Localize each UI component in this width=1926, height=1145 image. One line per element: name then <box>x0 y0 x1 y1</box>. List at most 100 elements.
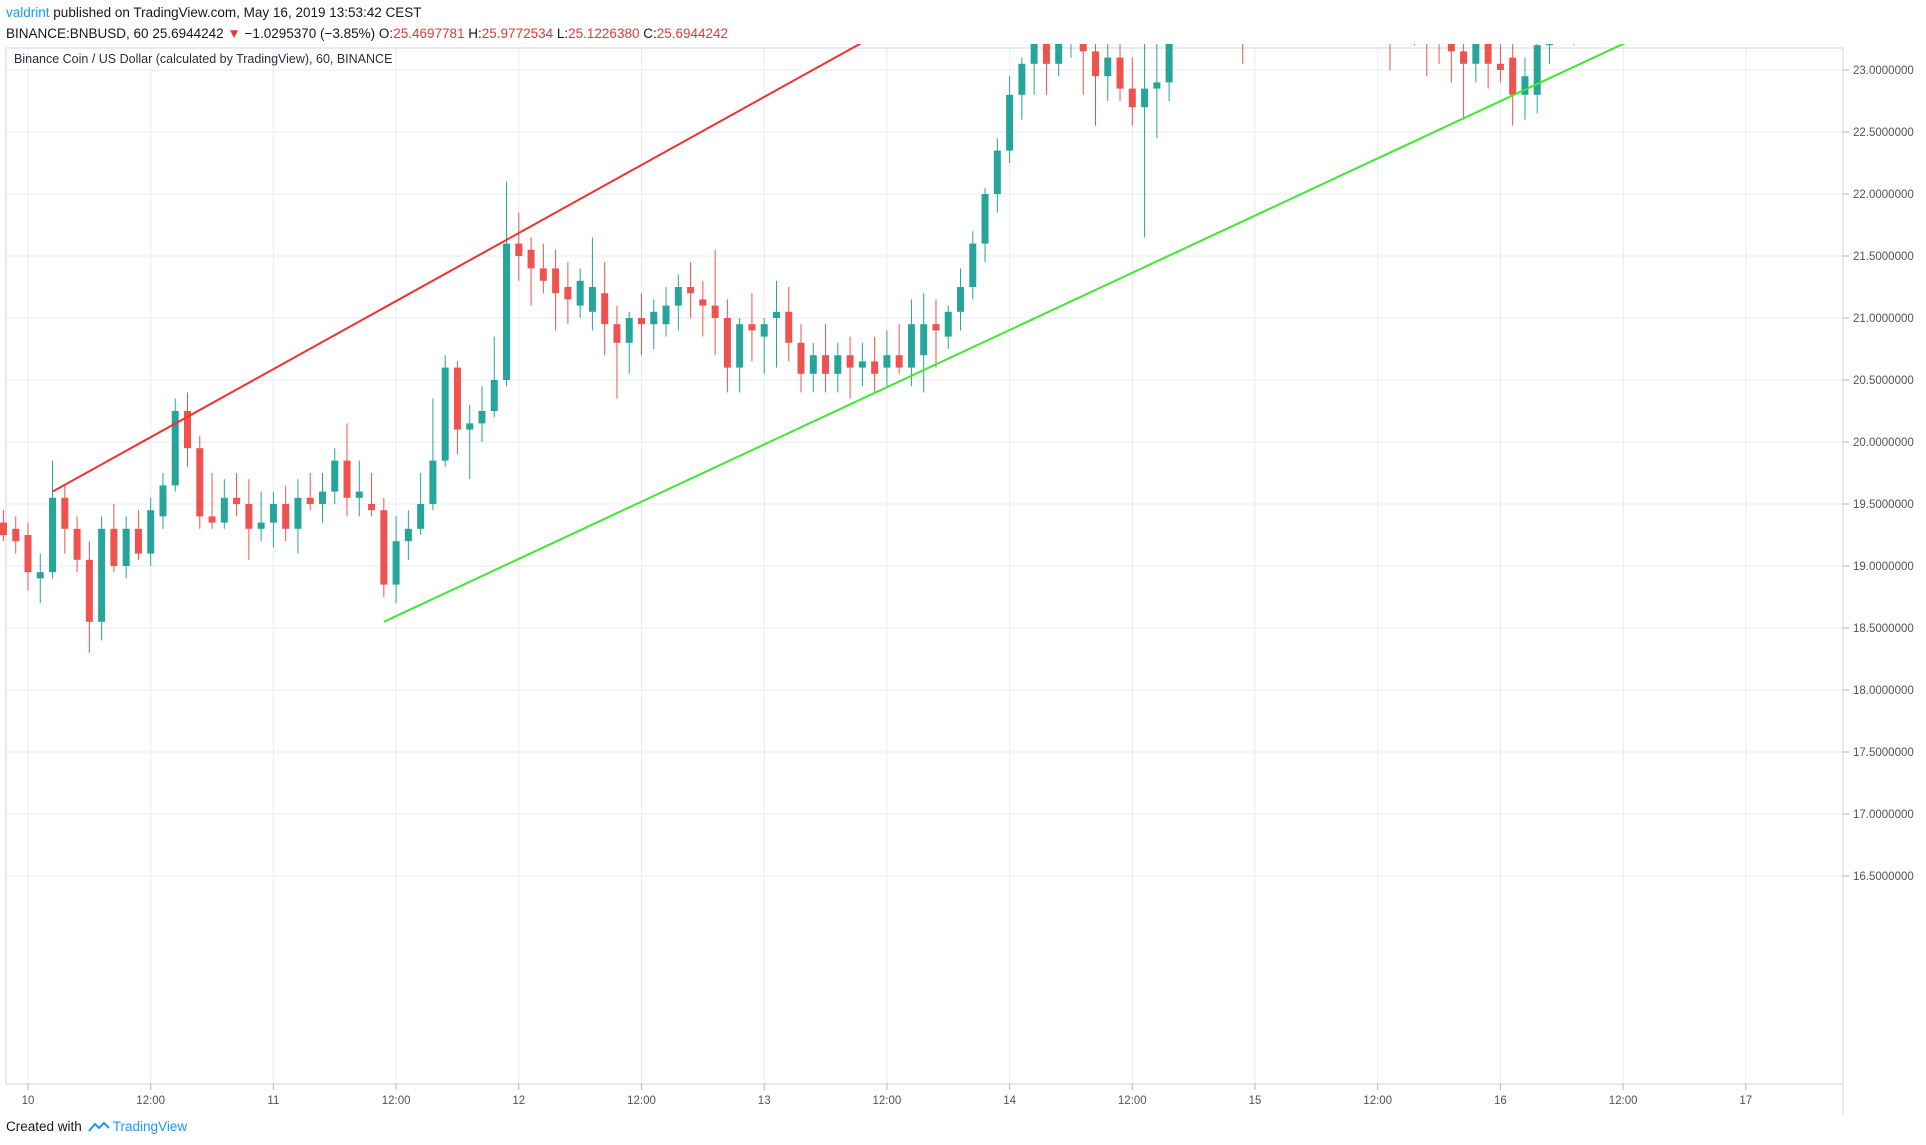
candle-body <box>368 504 376 511</box>
candle-body <box>380 510 388 585</box>
candle-up <box>1104 44 1112 101</box>
candle-body <box>957 287 965 312</box>
candle-up <box>920 293 928 393</box>
candle-body <box>184 411 192 449</box>
candle-up <box>1153 44 1161 139</box>
candle-up <box>907 299 915 387</box>
candle-body <box>85 559 93 622</box>
price-tick-label: 23.0000000 <box>1853 65 1914 77</box>
time-tick-label: 12 <box>512 1095 525 1107</box>
candle-body <box>1509 57 1517 95</box>
candle-body <box>171 411 179 486</box>
candle-up <box>662 287 670 337</box>
candle-body <box>453 367 461 430</box>
time-tick-label: 12:00 <box>873 1095 902 1107</box>
candle-down <box>822 324 830 393</box>
close-label: C: <box>643 26 657 41</box>
time-tick-label: 15 <box>1249 1095 1262 1107</box>
candle-body <box>61 497 69 529</box>
candle-down <box>453 361 461 455</box>
candle-up <box>318 473 326 523</box>
candle-up <box>969 231 977 300</box>
candle-down <box>380 497 388 597</box>
symbol-label: BINANCE:BNBUSD, 60 <box>6 26 149 41</box>
created-with-label: Created with <box>6 1119 82 1134</box>
candle-down <box>61 485 69 554</box>
candle-up <box>1030 44 1038 95</box>
resistance-trend-line <box>52 44 862 493</box>
candle-up <box>1414 44 1416 46</box>
candle-down <box>539 243 547 294</box>
time-tick-label: 12:00 <box>1363 1095 1392 1107</box>
candle-down <box>1484 44 1492 89</box>
candle-up <box>466 404 474 480</box>
candle-up <box>36 553 44 604</box>
candle-body <box>515 243 523 256</box>
price-tick-label: 18.5000000 <box>1853 623 1914 635</box>
candle-down <box>1447 44 1455 83</box>
candle-body <box>233 497 241 504</box>
candle-body <box>711 305 719 318</box>
candle-body <box>245 504 253 529</box>
candle-body <box>588 287 596 312</box>
candle-down <box>748 293 756 362</box>
candle-body <box>1447 44 1455 52</box>
candle-body <box>294 497 302 529</box>
candle-up <box>772 280 780 368</box>
candle-up <box>1006 76 1014 163</box>
candle-body <box>257 522 265 529</box>
candle-down <box>343 423 351 517</box>
chart-grid <box>6 48 1843 1084</box>
candle-body <box>736 324 744 368</box>
candle-down <box>515 212 523 281</box>
time-tick-label: 12:00 <box>627 1095 656 1107</box>
candle-up <box>993 138 1001 213</box>
candle-body <box>1472 44 1480 64</box>
candle-up <box>736 318 744 393</box>
candle-down <box>723 299 731 393</box>
candle-down <box>564 262 572 325</box>
price-chart[interactable]: 16.5000000 17.0000000 17.5000000 18.0000000… <box>0 44 1926 1115</box>
candle-up <box>98 516 106 641</box>
candle-body <box>404 528 412 542</box>
candle-down <box>699 280 707 337</box>
candle-body <box>392 541 400 585</box>
price-tick-label: 20.0000000 <box>1853 437 1914 449</box>
support-trend-line <box>383 44 1626 623</box>
candle-body <box>932 324 940 331</box>
candle-up <box>1472 44 1480 83</box>
candle-body <box>110 528 118 566</box>
candle-up <box>1141 44 1149 238</box>
low-label: L: <box>556 26 569 41</box>
candle-body <box>895 355 903 368</box>
candle-down <box>895 324 903 374</box>
candle-body <box>441 367 449 461</box>
candle-up <box>49 460 57 579</box>
candle-body <box>981 194 989 244</box>
candle-down <box>1573 44 1575 46</box>
candle-down <box>687 262 695 318</box>
time-tick-label: 13 <box>758 1095 771 1107</box>
candle-up <box>834 342 842 393</box>
candle-body <box>1128 88 1136 108</box>
candle-body <box>98 528 106 622</box>
author-link[interactable]: valdrint <box>6 5 50 20</box>
trend-lines <box>52 44 1626 623</box>
candle-body <box>552 268 560 294</box>
candle-down <box>846 336 854 399</box>
candle-body <box>1116 57 1124 89</box>
candle-body <box>527 249 535 269</box>
candle-up <box>331 448 339 504</box>
candle-body <box>159 485 167 517</box>
time-tick-label: 10 <box>22 1095 35 1107</box>
candle-body <box>797 342 805 374</box>
open-value: 25.4697781 <box>393 26 465 41</box>
candle-body <box>564 287 572 300</box>
candle-body <box>1533 45 1541 95</box>
candle-body <box>220 497 228 523</box>
candle-body <box>834 355 842 374</box>
price-tick-label: 18.0000000 <box>1853 685 1914 697</box>
candle-down <box>1438 44 1440 64</box>
candle-down <box>196 435 204 529</box>
tradingview-brand[interactable]: TradingView <box>112 1119 188 1134</box>
